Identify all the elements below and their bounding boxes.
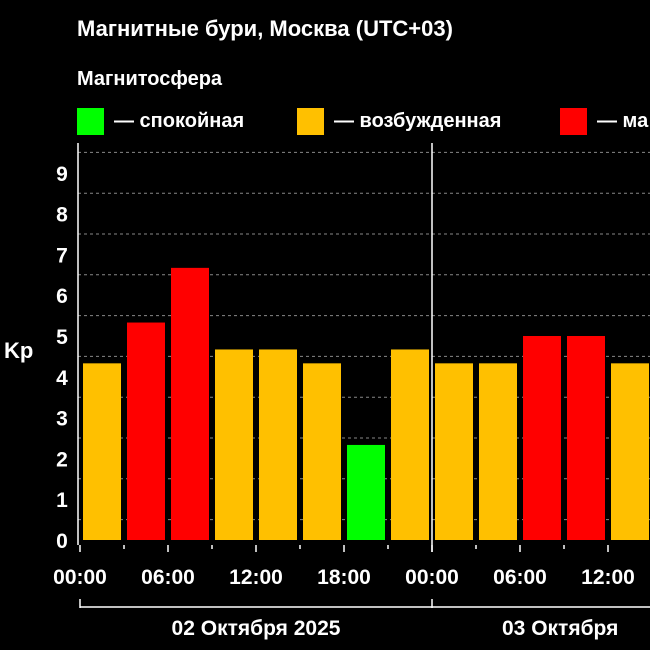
x-tick-label: 12:00 (229, 566, 283, 589)
y-tick-label: 0 (56, 530, 68, 553)
bar-1-1 (83, 363, 121, 540)
y-tick-label: 6 (56, 285, 68, 308)
bar-1-7 (347, 444, 385, 540)
legend-swatch-excited (297, 108, 324, 135)
chart-title: Магнитные бури, Москва (UTC+03) (77, 16, 453, 41)
y-tick-label: 7 (56, 244, 68, 267)
legend-label-calm: — спокойная (114, 110, 245, 132)
bar-1-6 (303, 363, 341, 540)
x-tick-label: 00:00 (53, 566, 107, 589)
y-tick-label: 3 (56, 408, 68, 431)
bar-1-8 (391, 349, 429, 540)
y-axis-label: Kp (4, 338, 33, 363)
bar-1-3 (171, 267, 209, 540)
bar-1-4 (215, 349, 253, 540)
legend-swatch-calm (77, 108, 104, 135)
legend-label-excited: — возбужденная (334, 110, 502, 132)
bar-1-5 (259, 349, 297, 540)
legend-item-storm: — ма (560, 108, 648, 135)
bar-1-2 (127, 322, 165, 540)
day-label: 03 Октября (502, 617, 618, 640)
bar-2-1 (435, 363, 473, 540)
bar-2-3 (523, 336, 561, 540)
x-tick-label: 06:00 (141, 566, 195, 589)
y-tick-label: 8 (56, 204, 68, 227)
x-tick-label: 12:00 (581, 566, 635, 589)
legend-swatch-storm (560, 108, 587, 135)
y-tick-label: 5 (56, 326, 68, 349)
legend-item-calm: — спокойная (77, 108, 244, 135)
x-tick-label: 06:00 (493, 566, 547, 589)
bar-2-2 (479, 363, 517, 540)
x-tick-label: 18:00 (317, 566, 371, 589)
legend-title: Магнитосфера (77, 68, 223, 90)
day-label: 02 Октября 2025 (172, 617, 341, 640)
legend: — спокойная — возбужденная — ма (77, 108, 650, 138)
y-tick-label: 2 (56, 448, 68, 471)
y-tick-label: 4 (56, 367, 68, 390)
bar-2-5 (611, 363, 649, 540)
legend-label-storm: — ма (597, 110, 649, 132)
y-tick-label: 1 (56, 489, 68, 512)
x-tick-label: 00:00 (405, 566, 459, 589)
y-tick-label: 9 (56, 163, 68, 186)
bar-2-4 (567, 336, 605, 540)
legend-item-excited: — возбужденная (297, 108, 501, 135)
